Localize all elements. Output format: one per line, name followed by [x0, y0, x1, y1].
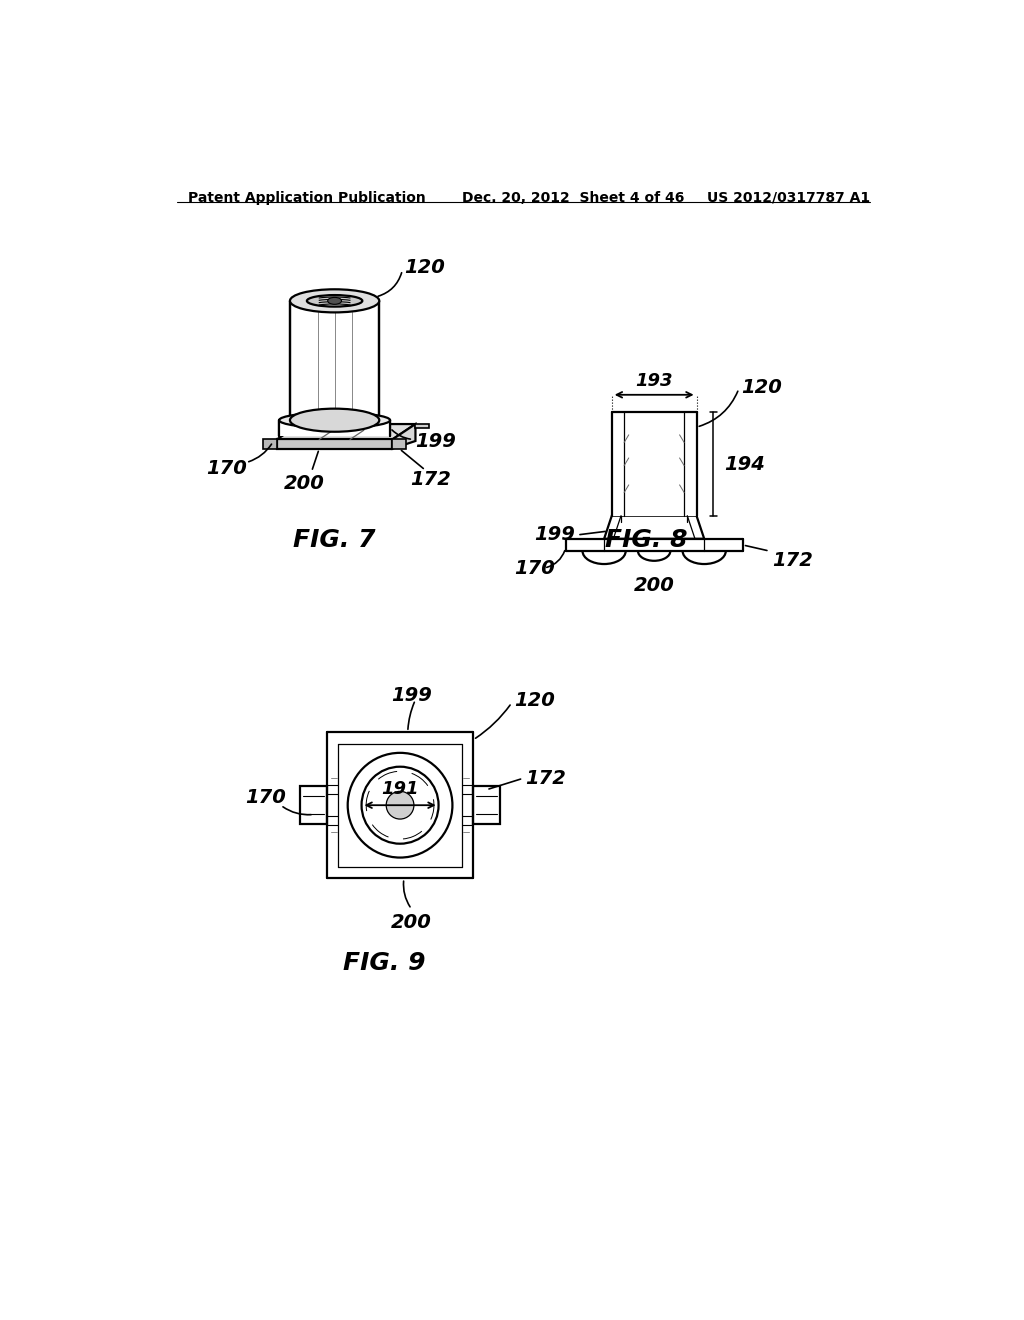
Text: 172: 172	[411, 470, 452, 488]
Text: FIG. 7: FIG. 7	[293, 528, 376, 552]
Polygon shape	[263, 440, 276, 449]
Text: 120: 120	[514, 690, 555, 710]
Ellipse shape	[328, 297, 342, 305]
Polygon shape	[392, 424, 416, 449]
Text: 172: 172	[772, 550, 813, 570]
Text: 199: 199	[534, 525, 574, 544]
Text: 199: 199	[416, 432, 457, 451]
Circle shape	[348, 752, 453, 858]
Text: 200: 200	[391, 913, 432, 932]
Text: 170: 170	[207, 459, 247, 478]
Polygon shape	[300, 785, 327, 825]
Ellipse shape	[290, 409, 379, 432]
Polygon shape	[280, 420, 390, 436]
Polygon shape	[290, 301, 379, 420]
Ellipse shape	[290, 289, 379, 313]
Polygon shape	[276, 424, 416, 440]
Text: FIG. 9: FIG. 9	[343, 952, 426, 975]
Text: 193: 193	[636, 372, 673, 391]
Text: 200: 200	[284, 474, 325, 492]
Text: 200: 200	[634, 577, 675, 595]
Circle shape	[361, 767, 438, 843]
Text: 199: 199	[391, 686, 432, 705]
Text: 194: 194	[724, 454, 765, 474]
Ellipse shape	[280, 412, 390, 428]
Text: 120: 120	[741, 378, 782, 396]
Text: 170: 170	[245, 788, 286, 807]
Text: 170: 170	[514, 558, 555, 578]
Polygon shape	[604, 516, 705, 539]
Polygon shape	[392, 440, 407, 449]
Text: FIG. 8: FIG. 8	[605, 528, 688, 552]
Text: 120: 120	[403, 259, 444, 277]
Polygon shape	[276, 440, 392, 449]
Polygon shape	[416, 424, 429, 428]
Polygon shape	[612, 412, 695, 516]
Text: 191: 191	[381, 780, 419, 797]
Circle shape	[386, 792, 414, 818]
Text: 172: 172	[525, 768, 566, 788]
Text: Patent Application Publication: Patent Application Publication	[188, 191, 426, 205]
Ellipse shape	[307, 296, 362, 306]
Text: US 2012/0317787 A1: US 2012/0317787 A1	[707, 191, 869, 205]
Polygon shape	[473, 785, 500, 825]
Text: Dec. 20, 2012  Sheet 4 of 46: Dec. 20, 2012 Sheet 4 of 46	[462, 191, 684, 205]
